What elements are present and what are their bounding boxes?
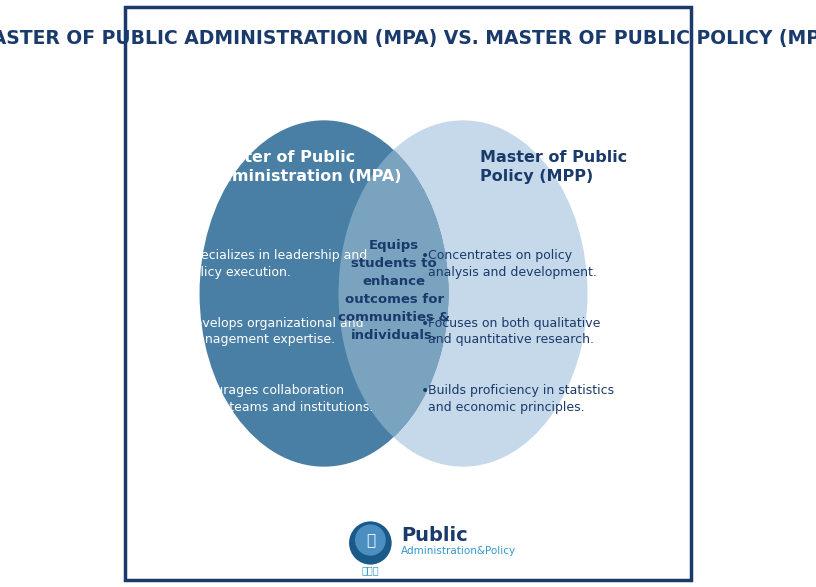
Text: Public: Public bbox=[401, 526, 468, 545]
Text: Master of Public
Policy (MPP): Master of Public Policy (MPP) bbox=[481, 150, 628, 184]
Polygon shape bbox=[339, 150, 449, 437]
Ellipse shape bbox=[200, 120, 449, 467]
Text: Administration&Policy: Administration&Policy bbox=[401, 545, 517, 556]
Text: •: • bbox=[421, 249, 429, 264]
Ellipse shape bbox=[339, 120, 588, 467]
Circle shape bbox=[348, 521, 392, 565]
Text: Specializes in leadership and
policy execution.: Specializes in leadership and policy exe… bbox=[185, 249, 367, 279]
Text: Develops organizational and
management expertise.: Develops organizational and management e… bbox=[185, 317, 364, 346]
Circle shape bbox=[355, 524, 386, 556]
Text: Equips
students to
enhance
outcomes for
communities &
individuals.: Equips students to enhance outcomes for … bbox=[338, 239, 450, 342]
Text: Focuses on both qualitative
and quantitative research.: Focuses on both qualitative and quantita… bbox=[428, 317, 601, 346]
Text: •: • bbox=[178, 249, 186, 264]
Text: •: • bbox=[178, 317, 186, 331]
Text: MASTER OF PUBLIC ADMINISTRATION (MPA) VS. MASTER OF PUBLIC POLICY (MPP): MASTER OF PUBLIC ADMINISTRATION (MPA) VS… bbox=[0, 29, 816, 48]
Text: •: • bbox=[421, 384, 429, 399]
Text: Builds proficiency in statistics
and economic principles.: Builds proficiency in statistics and eco… bbox=[428, 384, 614, 414]
Text: Encourages collaboration
across teams and institutions.: Encourages collaboration across teams an… bbox=[185, 384, 374, 414]
Text: Master of Public
Administration (MPA): Master of Public Administration (MPA) bbox=[208, 150, 401, 184]
Text: 🏛: 🏛 bbox=[366, 533, 375, 548]
Text: •: • bbox=[421, 317, 429, 331]
Text: •: • bbox=[178, 384, 186, 399]
Text: Concentrates on policy
analysis and development.: Concentrates on policy analysis and deve… bbox=[428, 249, 597, 279]
Text: 〜〜〜: 〜〜〜 bbox=[361, 565, 379, 575]
